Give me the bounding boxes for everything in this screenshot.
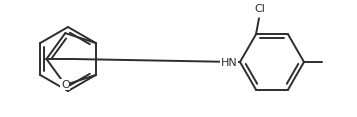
Text: O: O	[61, 80, 70, 90]
Text: HN: HN	[221, 57, 237, 68]
Text: Cl: Cl	[255, 4, 266, 14]
